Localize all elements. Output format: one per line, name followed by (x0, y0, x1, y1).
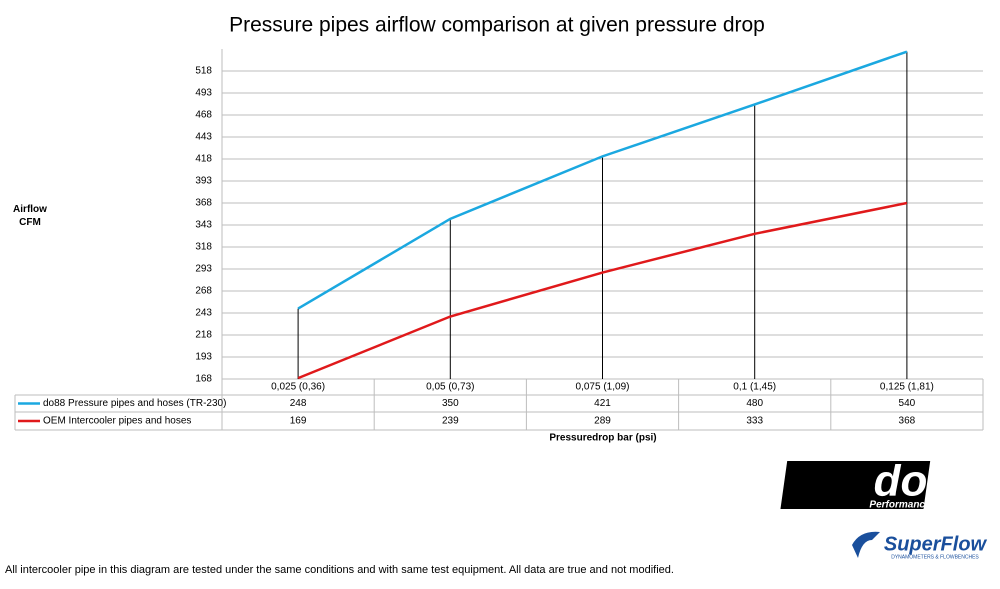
logo-swoosh (852, 531, 880, 558)
series-line (297, 201, 908, 380)
table-value: 289 (594, 416, 611, 427)
x-tick-label: 0,1 (1,45) (733, 382, 776, 393)
table-value: 480 (746, 398, 763, 409)
logo-sub: Performance (869, 500, 931, 511)
x-tick-label: 0,125 (1,81) (880, 382, 934, 393)
y-tick-label: 243 (195, 308, 212, 319)
y-tick-label: 493 (195, 88, 212, 99)
legend-label: do88 Pressure pipes and hoses (TR-230) (43, 398, 226, 409)
x-axis-title: Pressuredrop bar (psi) (549, 433, 656, 444)
table-value: 540 (899, 398, 916, 409)
series-line (297, 50, 908, 310)
logo-box (780, 461, 931, 509)
table-value: 333 (746, 416, 763, 427)
table-value: 368 (899, 416, 916, 427)
superflow-logo: SuperFlow DYNAMOMETERS & FLOWBENCHES (852, 531, 988, 560)
y-tick-label: 268 (195, 286, 212, 297)
y-tick-label: 293 (195, 264, 212, 275)
table-value: 239 (442, 416, 459, 427)
table-value: 248 (290, 398, 307, 409)
table-value: 421 (594, 398, 611, 409)
logo-text: do88 (874, 457, 977, 506)
y-tick-label: 518 (195, 66, 212, 77)
y-tick-label: 418 (195, 154, 212, 165)
logo-sub: DYNAMOMETERS & FLOWBENCHES (891, 554, 979, 560)
y-axis-title: Airflow CFM (13, 204, 47, 228)
y-tick-label: 343 (195, 220, 212, 231)
x-tick-label: 0,075 (1,09) (576, 382, 630, 393)
footnote: All intercooler pipe in this diagram are… (5, 564, 674, 576)
y-tick-label: 318 (195, 242, 212, 253)
y-tick-label: 368 (195, 198, 212, 209)
y-tick-label: 193 (195, 352, 212, 363)
y-tick-label: 218 (195, 330, 212, 341)
logo-text: SuperFlow (884, 533, 988, 555)
y-tick-label: 468 (195, 110, 212, 121)
y-tick-label: 168 (195, 374, 212, 385)
chart-title: Pressure pipes airflow comparison at giv… (229, 14, 765, 37)
table-value: 350 (442, 398, 459, 409)
table-value: 169 (290, 416, 307, 427)
x-tick-label: 0,05 (0,73) (426, 382, 474, 393)
do88-logo: do88 Performance (780, 457, 977, 511)
x-tick-label: 0,025 (0,36) (271, 382, 325, 393)
y-tick-label: 443 (195, 132, 212, 143)
y-tick-label: 393 (195, 176, 212, 187)
legend-label: OEM Intercooler pipes and hoses (43, 416, 191, 427)
